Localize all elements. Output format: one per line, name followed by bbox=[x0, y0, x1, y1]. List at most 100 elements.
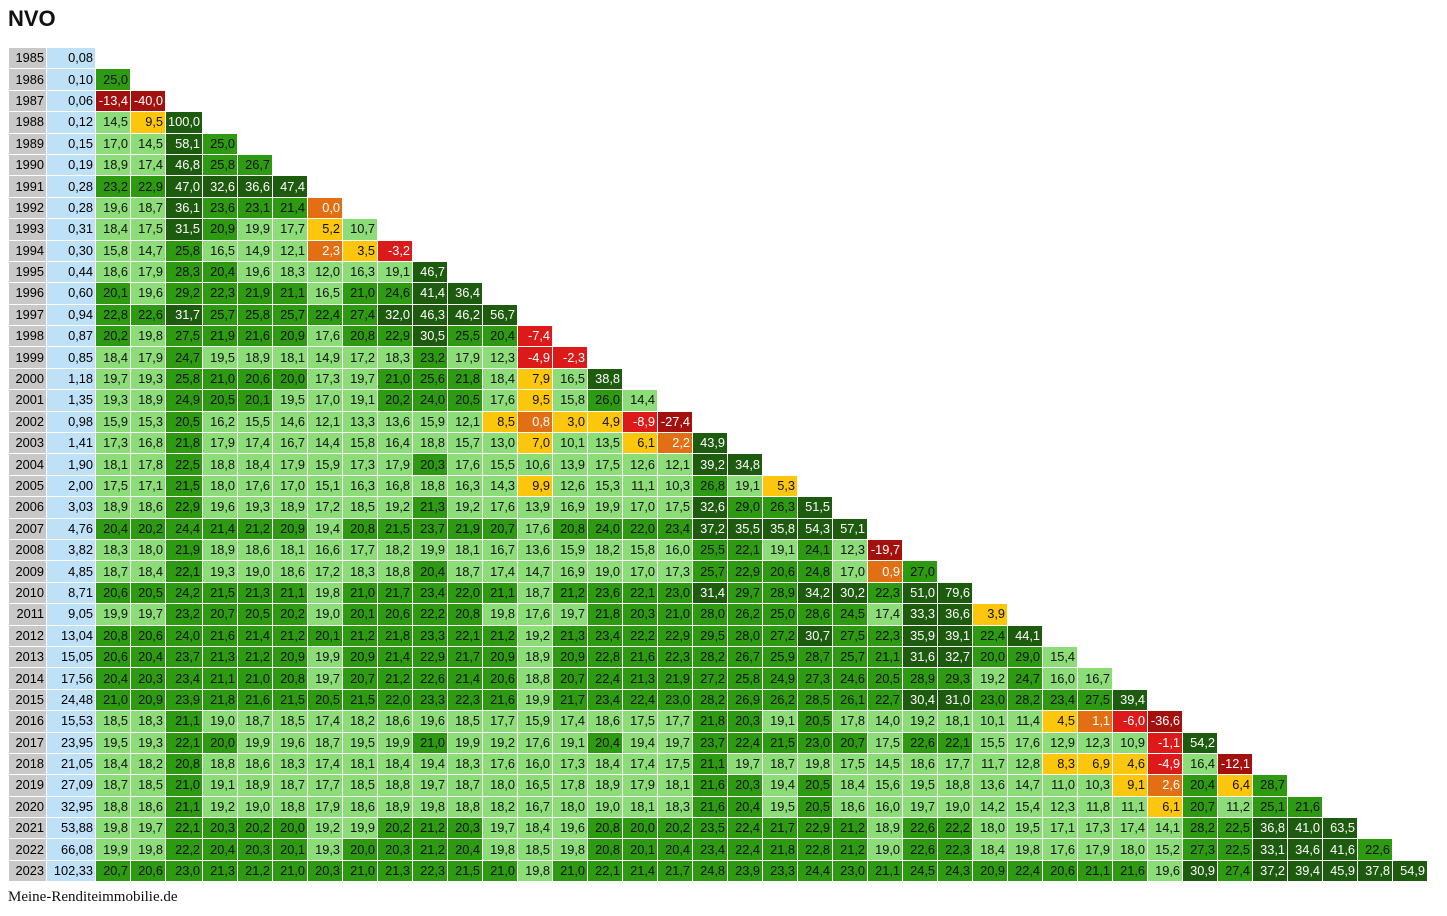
empty-cell bbox=[1288, 305, 1322, 325]
empty-cell bbox=[798, 412, 832, 432]
empty-cell bbox=[1113, 519, 1147, 539]
return-cell: 20,9 bbox=[483, 646, 518, 668]
empty-cell bbox=[553, 283, 587, 303]
return-cell: 20,2 bbox=[96, 326, 130, 347]
return-cell: 18,4 bbox=[96, 219, 130, 240]
return-cell: 19,2 bbox=[308, 818, 343, 839]
empty-cell bbox=[448, 134, 482, 154]
return-cell: 20,0 bbox=[623, 818, 658, 839]
price-cell: 15,05 bbox=[47, 646, 95, 668]
return-cell: 20,3 bbox=[238, 839, 273, 860]
empty-cell bbox=[1288, 91, 1322, 111]
empty-cell bbox=[973, 583, 1007, 603]
empty-cell bbox=[1393, 839, 1427, 859]
return-cell: 20,8 bbox=[553, 518, 588, 539]
return-cell: 20,4 bbox=[203, 261, 238, 283]
return-cell: 17,9 bbox=[623, 775, 658, 796]
empty-cell bbox=[413, 112, 447, 132]
return-cell: 23,4 bbox=[693, 839, 728, 860]
empty-cell bbox=[1323, 91, 1357, 111]
empty-cell bbox=[1323, 668, 1357, 688]
return-cell: 18,4 bbox=[238, 454, 273, 475]
return-cell: 18,4 bbox=[96, 753, 130, 775]
return-cell: 18,6 bbox=[131, 796, 165, 818]
empty-cell bbox=[1288, 668, 1322, 688]
return-cell: -27,4 bbox=[658, 411, 693, 433]
return-cell: 24,9 bbox=[763, 668, 798, 689]
return-cell: 14,1 bbox=[1148, 818, 1183, 839]
table-row: 2005 2,00 17,5 17,1 21,5 18,0 17,6 17,0 15,1 16,3… bbox=[9, 475, 1427, 497]
empty-cell bbox=[973, 540, 1007, 560]
return-cell: 21,0 bbox=[343, 582, 378, 604]
empty-cell bbox=[1253, 390, 1287, 410]
empty-cell bbox=[728, 91, 762, 111]
empty-cell bbox=[1323, 454, 1357, 474]
return-cell: 20,8 bbox=[588, 818, 623, 839]
empty-cell bbox=[588, 283, 622, 303]
return-cell: 23,3 bbox=[413, 625, 448, 646]
return-cell: 30,7 bbox=[798, 625, 833, 646]
return-cell: 51,0 bbox=[903, 582, 938, 604]
empty-cell bbox=[1253, 69, 1287, 89]
return-cell: 14,7 bbox=[518, 561, 553, 582]
return-cell: 23,7 bbox=[693, 732, 728, 753]
return-cell: 32,0 bbox=[378, 304, 413, 326]
empty-cell bbox=[1008, 519, 1042, 539]
return-cell: 18,7 bbox=[131, 197, 165, 219]
return-cell: 46,3 bbox=[413, 304, 448, 326]
return-cell: 18,6 bbox=[833, 796, 868, 818]
empty-cell bbox=[1323, 369, 1357, 389]
return-cell: 18,5 bbox=[343, 775, 378, 796]
empty-cell bbox=[903, 91, 937, 111]
empty-cell bbox=[763, 433, 797, 453]
empty-cell bbox=[1043, 305, 1077, 325]
empty-cell bbox=[658, 283, 692, 303]
return-cell: 15,5 bbox=[483, 454, 518, 475]
return-cell: 20,2 bbox=[238, 818, 273, 839]
return-cell: 2,3 bbox=[308, 240, 343, 261]
empty-cell bbox=[1218, 155, 1252, 175]
return-cell: 20,8 bbox=[273, 668, 308, 689]
return-cell: 20,0 bbox=[273, 368, 308, 390]
return-cell: 14,6 bbox=[273, 411, 308, 433]
empty-cell bbox=[868, 241, 902, 261]
return-cell: 22,3 bbox=[413, 860, 448, 882]
return-cell: 18,9 bbox=[96, 497, 130, 518]
empty-cell bbox=[588, 176, 622, 196]
return-cell: 17,4 bbox=[1113, 818, 1148, 839]
empty-cell bbox=[798, 112, 832, 132]
empty-cell bbox=[1043, 241, 1077, 261]
empty-cell bbox=[868, 155, 902, 175]
return-cell: 22,6 bbox=[903, 839, 938, 860]
return-cell: 2,6 bbox=[1148, 775, 1183, 796]
empty-cell bbox=[938, 412, 972, 432]
empty-cell bbox=[588, 134, 622, 154]
empty-cell bbox=[1008, 347, 1042, 367]
return-cell: 17,6 bbox=[518, 604, 553, 625]
return-cell: 17,2 bbox=[343, 347, 378, 368]
return-cell: 19,9 bbox=[588, 497, 623, 518]
return-cell: 28,6 bbox=[798, 604, 833, 625]
return-cell: 19,9 bbox=[238, 732, 273, 753]
return-cell: 7,0 bbox=[518, 433, 553, 454]
empty-cell bbox=[973, 219, 1007, 239]
return-cell: 18,5 bbox=[131, 775, 165, 796]
return-cell: 27,5 bbox=[166, 326, 203, 347]
empty-cell bbox=[1148, 176, 1182, 196]
empty-cell bbox=[1323, 604, 1357, 624]
return-cell: 18,8 bbox=[203, 454, 238, 475]
return-cell: 17,6 bbox=[483, 497, 518, 518]
return-cell: 18,7 bbox=[96, 775, 130, 796]
price-cell: 0,15 bbox=[47, 133, 95, 154]
return-cell: 19,8 bbox=[96, 818, 130, 839]
return-cell: 20,9 bbox=[973, 860, 1008, 882]
empty-cell bbox=[868, 198, 902, 218]
empty-cell bbox=[1008, 241, 1042, 261]
empty-cell bbox=[938, 540, 972, 560]
return-cell: 24,0 bbox=[413, 390, 448, 411]
empty-cell bbox=[1288, 540, 1322, 560]
return-cell: 25,1 bbox=[1253, 796, 1288, 818]
empty-cell bbox=[1218, 690, 1252, 710]
return-cell: 15,9 bbox=[553, 539, 588, 561]
empty-cell bbox=[1113, 668, 1147, 688]
